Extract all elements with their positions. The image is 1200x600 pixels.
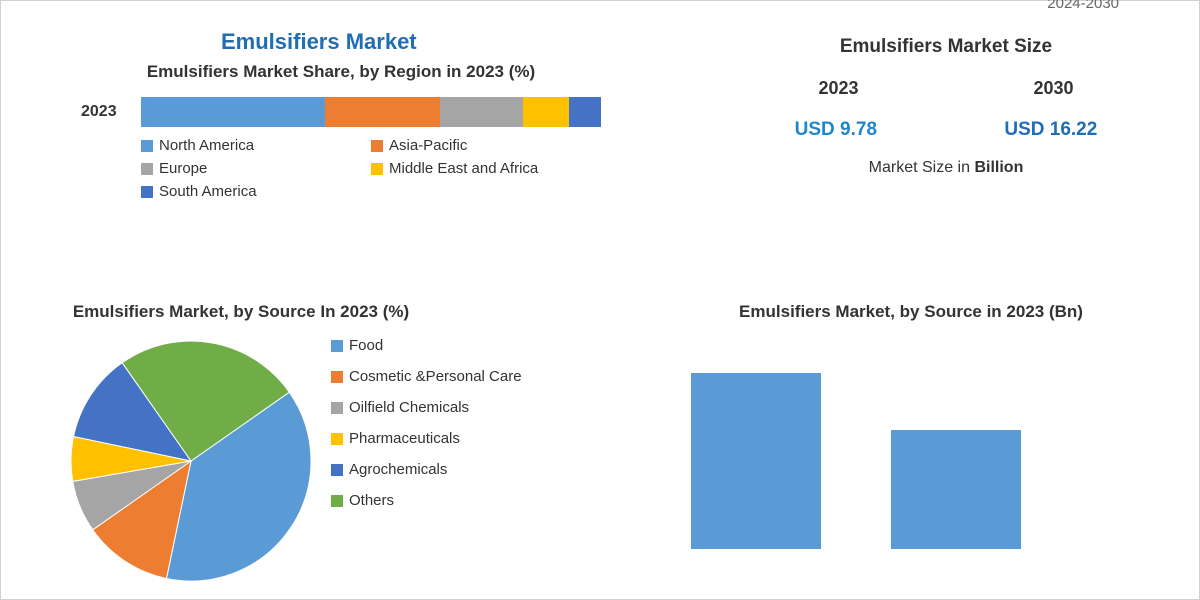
- market-size-title: Emulsifiers Market Size: [731, 36, 1161, 58]
- region-share-year-label: 2023: [81, 103, 141, 121]
- legend-swatch-icon: [331, 464, 343, 476]
- market-size-caption: Market Size in Billion: [731, 159, 1161, 177]
- region-share-segment: [569, 97, 601, 127]
- bar: [891, 430, 1021, 549]
- source-pie-svg: [61, 331, 321, 591]
- legend-item: South America: [141, 183, 341, 200]
- legend-swatch-icon: [141, 140, 153, 152]
- legend-swatch-icon: [331, 495, 343, 507]
- legend-label: Asia-Pacific: [389, 137, 467, 154]
- legend-item: Food: [331, 337, 522, 354]
- legend-label: Europe: [159, 160, 207, 177]
- region-share-title: Emulsifiers Market Share, by Region in 2…: [81, 61, 601, 83]
- legend-label: Food: [349, 337, 383, 354]
- market-size-year-0: 2023: [818, 78, 858, 99]
- market-size-value-0: USD 9.78: [795, 119, 877, 141]
- bar: [691, 373, 821, 549]
- legend-label: North America: [159, 137, 254, 154]
- legend-swatch-icon: [371, 140, 383, 152]
- market-size-years: 2023 2030: [731, 78, 1161, 99]
- region-share-segment: [523, 97, 569, 127]
- region-share-stacked-bar: [141, 97, 601, 127]
- source-pie-legend: Food Cosmetic &Personal Care Oilfield Chem…: [331, 337, 522, 591]
- legend-label: Others: [349, 492, 394, 509]
- legend-label: Pharmaceuticals: [349, 430, 460, 447]
- legend-label: South America: [159, 183, 257, 200]
- legend-swatch-icon: [141, 163, 153, 175]
- legend-item: Agrochemicals: [331, 461, 522, 478]
- region-share-chart: Emulsifiers Market Share, by Region in 2…: [81, 61, 601, 200]
- region-share-legend: North America Asia-Pacific Europe Middle Ea…: [141, 137, 601, 200]
- source-bar-area: [661, 339, 1161, 549]
- legend-item: North America: [141, 137, 341, 154]
- region-share-row: 2023: [81, 97, 601, 127]
- legend-swatch-icon: [331, 371, 343, 383]
- legend-item: Asia-Pacific: [371, 137, 571, 154]
- legend-label: Middle East and Africa: [389, 160, 538, 177]
- legend-label: Oilfield Chemicals: [349, 399, 469, 416]
- legend-item: Pharmaceuticals: [331, 430, 522, 447]
- legend-item: Cosmetic &Personal Care: [331, 368, 522, 385]
- forecast-period-caption: 2024-2030: [1047, 0, 1119, 12]
- legend-label: Agrochemicals: [349, 461, 447, 478]
- legend-swatch-icon: [141, 186, 153, 198]
- legend-item: Middle East and Africa: [371, 160, 571, 177]
- region-share-segment: [141, 97, 325, 127]
- legend-swatch-icon: [331, 402, 343, 414]
- region-share-segment: [325, 97, 440, 127]
- page-title: Emulsifiers Market: [221, 29, 417, 55]
- legend-item: Others: [331, 492, 522, 509]
- market-size-year-1: 2030: [1033, 78, 1073, 99]
- market-size-value-1: USD 16.22: [1004, 119, 1097, 141]
- legend-item: Europe: [141, 160, 341, 177]
- source-pie-chart: Emulsifiers Market, by Source In 2023 (%…: [61, 301, 621, 591]
- market-size-caption-unit: Billion: [974, 159, 1023, 176]
- market-size-block: Emulsifiers Market Size 2023 2030 USD 9.…: [731, 36, 1161, 177]
- legend-swatch-icon: [331, 433, 343, 445]
- legend-item: Oilfield Chemicals: [331, 399, 522, 416]
- market-size-values: USD 9.78 USD 16.22: [731, 119, 1161, 141]
- legend-label: Cosmetic &Personal Care: [349, 368, 522, 385]
- source-pie-title: Emulsifiers Market, by Source In 2023 (%…: [61, 301, 421, 323]
- legend-swatch-icon: [331, 340, 343, 352]
- market-size-caption-prefix: Market Size in: [869, 159, 975, 176]
- source-bar-title: Emulsifiers Market, by Source in 2023 (B…: [661, 301, 1161, 323]
- source-bar-chart: Emulsifiers Market, by Source in 2023 (B…: [661, 301, 1161, 549]
- legend-swatch-icon: [371, 163, 383, 175]
- region-share-segment: [440, 97, 523, 127]
